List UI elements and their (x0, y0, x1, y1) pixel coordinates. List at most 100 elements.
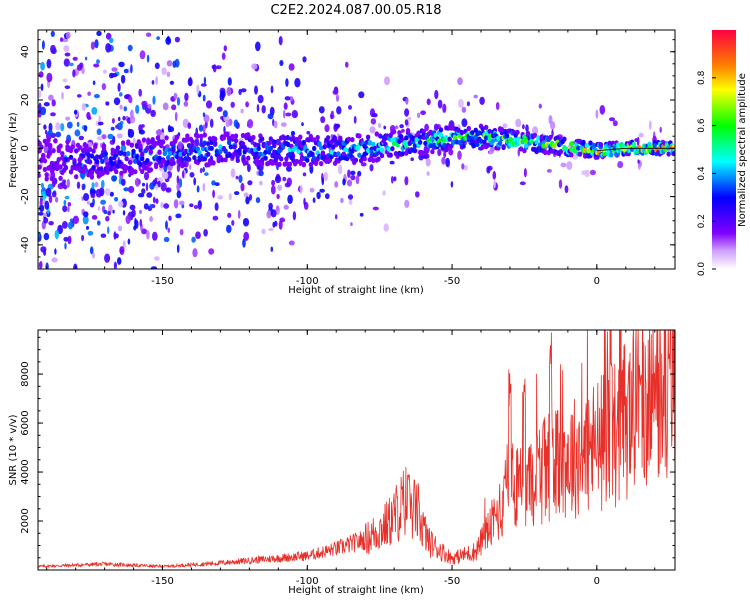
spectrogram-ridge-cell (397, 130, 402, 136)
snr-y-ticks: 2000 4000 6000 8000 (20, 336, 675, 571)
spectrogram-noise-cell (72, 215, 79, 224)
spectrogram-ridge-cell (390, 146, 395, 152)
spectrogram-ridge-cell (103, 151, 109, 157)
spectrogram-noise-cell (57, 224, 63, 235)
spectrogram-ridge-cell (54, 165, 60, 172)
spectrogram-ridge-cell (515, 129, 520, 135)
spectrogram-ridge-cell (365, 134, 371, 140)
spectrogram-ridge-cell (478, 138, 484, 144)
spectrogram-noise-cell (165, 36, 172, 45)
spectrogram-noise-cell (445, 157, 450, 167)
spectrogram-noise-cell (173, 199, 179, 209)
spectrogram-noise-cell (60, 123, 65, 132)
spectrogram-ridge-cell (266, 140, 272, 146)
spectrogram-ridge-cell (301, 161, 306, 168)
spectrogram-noise-cell (43, 249, 47, 256)
spectrogram-noise-cell (187, 122, 192, 129)
spectrogram-noise-cell (323, 171, 328, 182)
spectrogram-noise-cell (319, 188, 325, 193)
spectrogram-noise-cell (617, 161, 624, 169)
spectrogram-noise-cell (166, 187, 172, 193)
spectrogram-noise-cell (404, 108, 410, 117)
spectrogram-noise-cell (165, 220, 168, 230)
spectrogram-ridge-cell (319, 145, 324, 151)
spectrogram-noise-cell (54, 248, 57, 255)
spectrogram-noise-cell (519, 181, 526, 186)
spectrogram-noise-cell (522, 124, 525, 130)
spectrogram-ridge-cell (414, 137, 419, 143)
spectrogram-ridge-cell (174, 154, 180, 160)
spectrogram-noise-cell (193, 205, 199, 209)
spectrogram-noise-cell (276, 193, 280, 200)
spectrogram-noise-cell (230, 101, 235, 108)
spectrogram-noise-cell (457, 99, 464, 108)
spectrogram-noise-cell (208, 248, 215, 255)
spectrogram-noise-cell (457, 150, 462, 160)
spectrogram-noise-cell (233, 119, 239, 128)
spectrogram-noise-cell (202, 124, 206, 134)
spectrogram-noise-cell (466, 101, 470, 107)
spectrogram-ridge-cell (147, 161, 152, 167)
spectrogram-ridge-cell (353, 157, 359, 163)
spectrogram-ridge-cell (286, 141, 291, 148)
spectrogram-ridge-cell (272, 139, 277, 145)
spectrogram-noise-cell (64, 195, 70, 200)
spectrogram-noise-cell (43, 232, 50, 241)
spectrogram-noise-cell (163, 236, 170, 243)
spectrogram-noise-cell (211, 180, 216, 186)
spectrogram-noise-cell (89, 202, 95, 208)
colorbar-gradient (712, 30, 736, 269)
spectrogram-noise-cell (108, 204, 113, 213)
spectrogram-noise-cell (551, 129, 554, 138)
spectrogram-noise-cell (59, 37, 64, 42)
spectrogram-ridge-cell (39, 144, 44, 150)
spectrogram-noise-cell (372, 206, 379, 211)
spectrogram-noise-cell (274, 175, 282, 184)
spectrogram-noise-cell (288, 240, 295, 246)
spectrogram-noise-cell (202, 182, 206, 192)
spectrogram-noise-cell (146, 192, 153, 198)
spectrogram-noise-cell (172, 60, 177, 68)
spectrogram-noise-cell (335, 214, 338, 220)
spectrogram-noise-cell (127, 44, 133, 52)
spectrogram-noise-cell (426, 98, 431, 106)
spectrogram-noise-cell (335, 123, 341, 128)
spectrogram-noise-cell (149, 182, 155, 190)
spectrogram-noise-cell (175, 213, 182, 219)
spectrogram-ridge-cell (160, 139, 166, 145)
spectrogram-ridge-cell (466, 125, 471, 132)
y-tick-label: 6000 (20, 410, 31, 435)
spectrogram-noise-cell (134, 177, 140, 187)
spectrogram-ridge-cell (110, 150, 115, 157)
spectrogram-noise-cell (410, 157, 415, 161)
spectrogram-ridge-cell (256, 159, 261, 165)
spectrogram-ridge-cell (631, 141, 637, 147)
spectrogram-noise-cell (189, 172, 195, 178)
spectrogram-noise-cell (118, 61, 125, 68)
spectrogram-noise-cell (407, 116, 412, 121)
spectrogram-ridge-cell (350, 137, 355, 143)
spectrogram-noise-cell (65, 31, 71, 39)
spectrogram-ridge-cell (251, 151, 256, 157)
spectrogram-noise-cell (183, 101, 189, 107)
spectrogram-noise-cell (86, 225, 89, 230)
spectrogram-ridge-cell (438, 132, 444, 138)
spectrogram-noise-cell (139, 218, 143, 227)
spectrogram-ridge-cell (524, 142, 529, 149)
spectrogram-ridge-cell (89, 174, 95, 180)
spectrogram-noise-cell (61, 91, 64, 100)
spectrogram-noise-cell (155, 76, 159, 85)
spectrogram-noise-cell (62, 205, 68, 213)
spectrogram-noise-cell (81, 234, 85, 242)
spectrogram-ridge-cell (412, 143, 418, 149)
spectrogram-noise-cell (197, 200, 202, 210)
spectrogram-noise-cell (40, 182, 45, 189)
spectrogram-ridge-cell (63, 156, 68, 163)
spectrogram-ridge-cell (84, 148, 89, 154)
spectrogram-noise-cell (114, 197, 119, 202)
spectrogram-noise-cell (117, 225, 123, 232)
spectrogram-noise-cell (217, 195, 223, 200)
spectrogram-ridge-cell (200, 145, 206, 152)
spectrogram-ridge-cell (120, 140, 126, 146)
spectrogram-noise-cell (270, 246, 274, 252)
